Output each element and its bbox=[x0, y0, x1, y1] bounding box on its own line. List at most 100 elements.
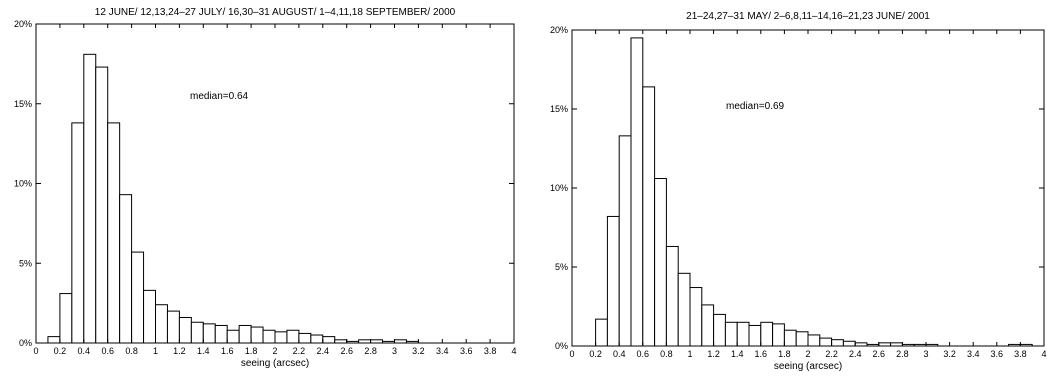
x-tick-label: 1.2 bbox=[707, 349, 720, 359]
x-tick-label: 3.8 bbox=[484, 346, 497, 356]
y-tick-label: 10% bbox=[14, 179, 32, 189]
x-tick-label: 1.8 bbox=[778, 349, 791, 359]
histogram-bar bbox=[831, 339, 844, 347]
histogram-bar bbox=[748, 324, 762, 347]
histogram-bar bbox=[262, 329, 276, 344]
x-tick-label: 1.6 bbox=[755, 349, 768, 359]
x-tick-label: 2.2 bbox=[825, 349, 838, 359]
histogram-bar bbox=[842, 340, 856, 347]
x-tick-label: 0.6 bbox=[101, 346, 114, 356]
histogram-bar bbox=[618, 135, 632, 347]
x-tick-label: 0.6 bbox=[637, 349, 650, 359]
x-tick-label: 3.6 bbox=[460, 346, 473, 356]
x-tick-label: 2.6 bbox=[340, 346, 353, 356]
histogram-bar bbox=[59, 293, 73, 344]
histogram-bar bbox=[131, 251, 145, 344]
x-tick-label: 4 bbox=[511, 346, 516, 356]
x-tick-label: 3.2 bbox=[943, 349, 956, 359]
x-tick-label: 1.4 bbox=[197, 346, 210, 356]
histogram-bar bbox=[107, 122, 121, 344]
x-tick-label: 2.4 bbox=[317, 346, 330, 356]
x-tick-label: 1.4 bbox=[731, 349, 744, 359]
x-tick-label: 3.4 bbox=[967, 349, 980, 359]
x-tick-label: 2.2 bbox=[293, 346, 306, 356]
median-annotation: median=0.69 bbox=[726, 101, 785, 112]
x-tick-label: 2.6 bbox=[873, 349, 886, 359]
y-tick-label: 20% bbox=[550, 25, 568, 35]
y-tick-label: 15% bbox=[14, 99, 32, 109]
histogram-bar bbox=[190, 321, 204, 344]
histogram-bar bbox=[630, 37, 644, 347]
x-tick-label: 0.4 bbox=[78, 346, 91, 356]
histogram-bar bbox=[238, 324, 252, 344]
histogram-bar bbox=[689, 287, 703, 347]
histogram-bar bbox=[677, 272, 691, 347]
x-tick-label: 1.6 bbox=[221, 346, 234, 356]
x-axis-label: seeing (arcsec) bbox=[774, 361, 842, 371]
histogram-bar bbox=[310, 334, 324, 344]
x-tick-label: 3.6 bbox=[991, 349, 1004, 359]
histogram-chart-2000: 12 JUNE/ 12,13,24–27 JULY/ 16,30–31 AUGU… bbox=[14, 7, 517, 369]
x-tick-label: 0 bbox=[569, 349, 574, 359]
histogram-panel-2001: 21–24,27–31 MAY/ 2–6,8,11–14,16–21,23 JU… bbox=[523, 0, 1047, 372]
histogram-bar bbox=[760, 321, 774, 347]
x-tick-label: 0.4 bbox=[613, 349, 626, 359]
y-tick-label: 15% bbox=[550, 104, 568, 114]
y-tick-label: 20% bbox=[14, 19, 32, 29]
histogram-bar bbox=[274, 331, 288, 344]
chart-title: 12 JUNE/ 12,13,24–27 JULY/ 16,30–31 AUGU… bbox=[95, 7, 456, 18]
x-tick-label: 3.4 bbox=[436, 346, 449, 356]
median-annotation: median=0.64 bbox=[190, 91, 249, 102]
histogram-bar bbox=[178, 316, 192, 344]
histogram-bar bbox=[795, 331, 809, 347]
x-tick-label: 3.2 bbox=[412, 346, 425, 356]
histogram-bar bbox=[724, 321, 738, 347]
x-tick-label: 4 bbox=[1041, 349, 1046, 359]
x-tick-label: 2.8 bbox=[364, 346, 377, 356]
x-tick-label: 2 bbox=[805, 349, 810, 359]
x-tick-label: 3 bbox=[392, 346, 397, 356]
histogram-bar bbox=[606, 215, 620, 347]
x-tick-label: 1.8 bbox=[245, 346, 258, 356]
histogram-bar bbox=[83, 53, 97, 344]
histogram-chart-2001: 21–24,27–31 MAY/ 2–6,8,11–14,16–21,23 JU… bbox=[550, 11, 1047, 372]
histogram-bar bbox=[143, 289, 157, 344]
x-tick-label: 0.2 bbox=[54, 346, 67, 356]
histogram-bar bbox=[119, 194, 133, 344]
histogram-bar bbox=[819, 337, 833, 347]
histogram-bar bbox=[642, 86, 656, 347]
y-tick-label: 10% bbox=[550, 183, 568, 193]
histogram-bar bbox=[155, 304, 168, 344]
histogram-bar bbox=[736, 321, 750, 347]
x-tick-label: 0.8 bbox=[660, 349, 673, 359]
x-axis-label: seeing (arcsec) bbox=[241, 358, 309, 369]
histogram-bar bbox=[713, 313, 726, 347]
x-tick-label: 2.4 bbox=[849, 349, 862, 359]
histogram-bar bbox=[701, 304, 715, 347]
histogram-bar bbox=[298, 332, 312, 344]
histogram-bar bbox=[654, 178, 667, 347]
histogram-bar bbox=[807, 334, 821, 347]
histogram-bar bbox=[166, 310, 180, 344]
histogram-bar bbox=[783, 329, 797, 347]
histogram-bar bbox=[226, 329, 240, 344]
y-tick-label: 0% bbox=[555, 341, 568, 351]
x-tick-label: 1 bbox=[153, 346, 158, 356]
histogram-bar bbox=[202, 323, 216, 344]
histogram-bar bbox=[95, 66, 109, 344]
histogram-bar bbox=[250, 326, 264, 344]
x-tick-label: 0.8 bbox=[125, 346, 138, 356]
chart-title: 21–24,27–31 MAY/ 2–6,8,11–14,16–21,23 JU… bbox=[686, 11, 930, 22]
histogram-bar bbox=[665, 245, 679, 347]
x-tick-label: 0 bbox=[33, 346, 38, 356]
y-tick-label: 5% bbox=[19, 258, 32, 268]
histogram-bar bbox=[595, 318, 608, 347]
histogram-bar bbox=[47, 336, 61, 344]
x-tick-label: 3.8 bbox=[1014, 349, 1027, 359]
histogram-bar bbox=[772, 323, 785, 347]
histogram-bar bbox=[214, 324, 228, 344]
histogram-panel-2000: 12 JUNE/ 12,13,24–27 JULY/ 16,30–31 AUGU… bbox=[0, 0, 523, 371]
x-tick-label: 1.2 bbox=[173, 346, 186, 356]
histogram-bar bbox=[71, 122, 85, 344]
histogram-bar bbox=[322, 336, 336, 344]
